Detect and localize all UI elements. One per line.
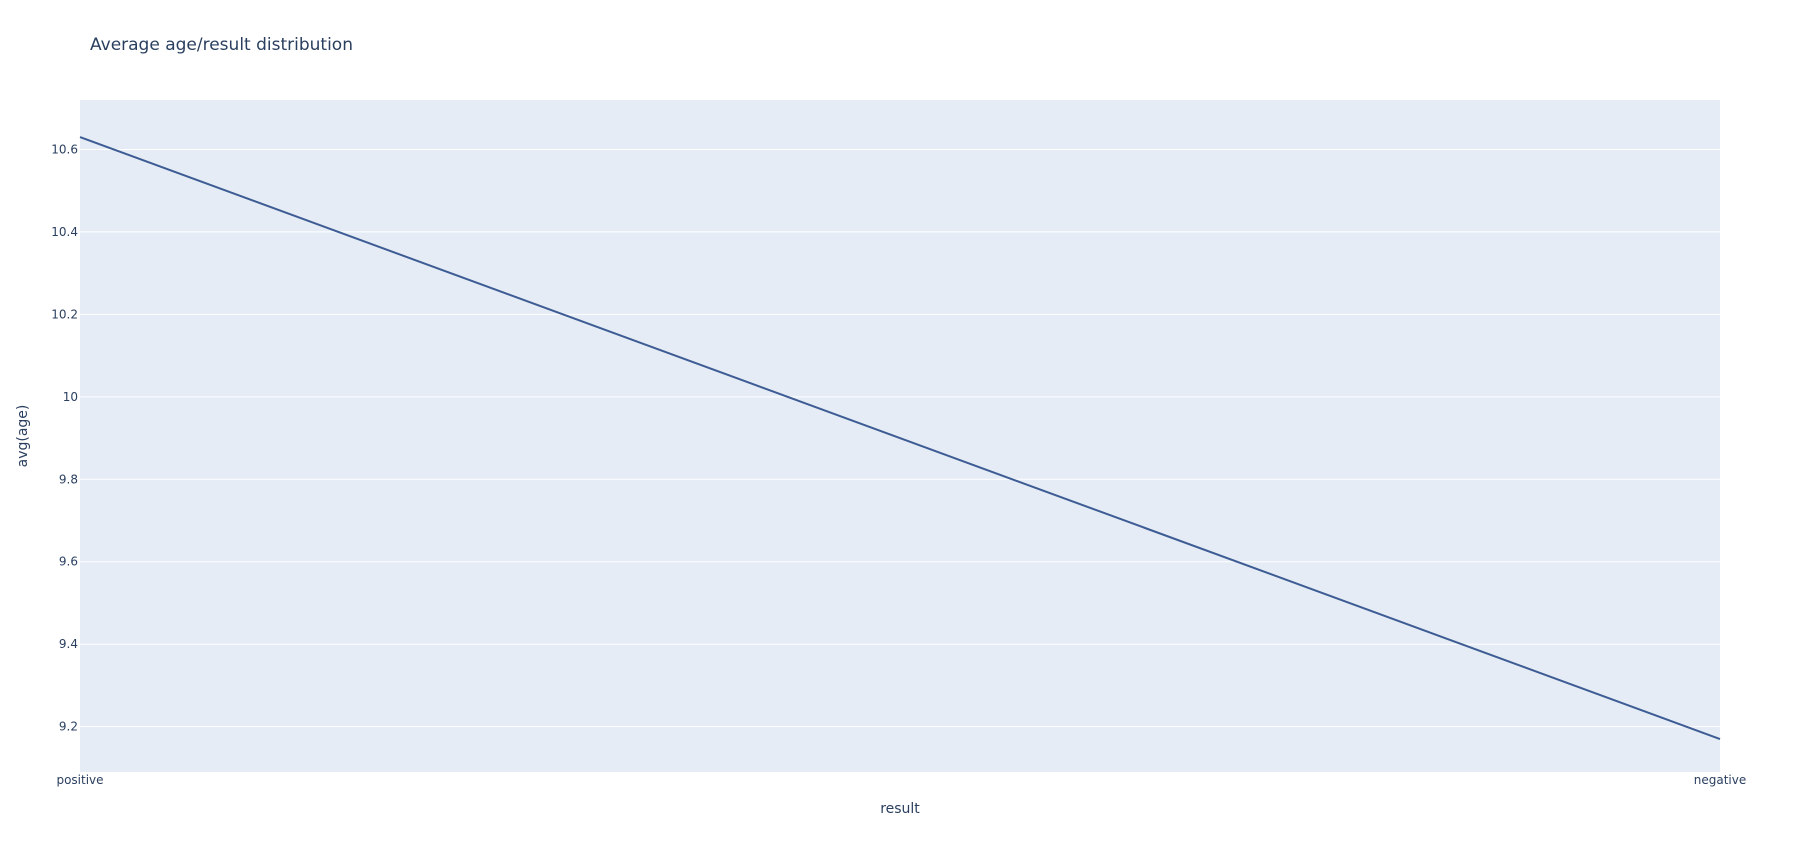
y-tick-label: 10.2 [51,307,78,321]
x-tick-label: positive [56,773,103,787]
x-axis-ticks: positive negative [56,773,1746,787]
series-line [79,136,1721,740]
plot-area [80,100,1720,772]
y-axis-ticks: 9.2 9.4 9.6 9.8 10 10.2 10.4 10.6 [51,142,78,733]
y-tick-label: 10 [63,390,78,404]
chart-title: Average age/result distribution [90,35,353,55]
y-tick-label: 9.8 [59,472,78,486]
y-tick-label: 9.6 [59,555,78,569]
y-tick-label: 9.4 [59,637,78,651]
gridlines [80,148,1720,728]
y-tick-label: 10.6 [51,142,78,156]
series-layer [79,136,1721,740]
x-tick-label: negative [1694,773,1746,787]
y-axis-title: avg(age) [15,405,31,468]
y-tick-label: 10.4 [51,225,78,239]
y-tick-label: 9.2 [59,720,78,734]
x-axis-title: result [880,801,920,817]
